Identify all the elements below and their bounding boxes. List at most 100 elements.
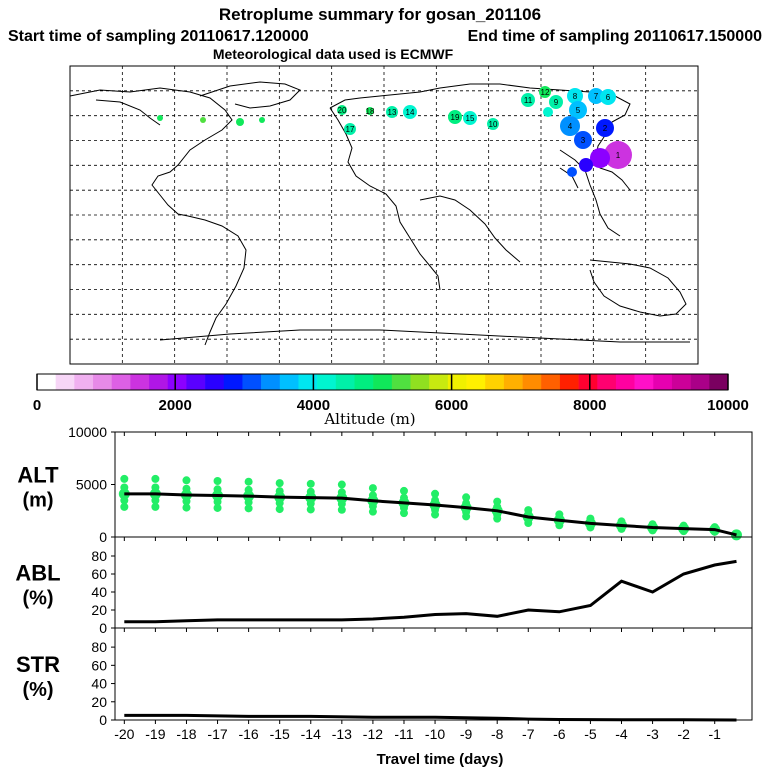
start-time-label: Start time of sampling 20110617.120000 (8, 28, 309, 45)
altitude-cluster-dot (244, 498, 253, 507)
altitude-cluster-dot (399, 486, 408, 495)
altitude-cluster-dot (617, 517, 626, 526)
x-tick-label: -2 (677, 726, 690, 742)
colorbar-swatch (279, 374, 299, 390)
colorbar-swatch (391, 374, 411, 390)
plume-marker-label: 8 (573, 92, 578, 101)
x-tick-label: -11 (394, 726, 413, 742)
x-tick-label: -15 (270, 726, 290, 742)
altitude-cluster-dot (462, 493, 471, 502)
colorbar-tick-label: 4000 (297, 397, 330, 414)
colorbar-tick-label: 0 (33, 397, 41, 414)
plume-marker (344, 123, 356, 135)
y-tick-label: 40 (91, 584, 107, 600)
x-tick-label: -16 (238, 726, 258, 742)
y-axis-label: ALT (17, 463, 59, 488)
colorbar-swatch (223, 374, 243, 390)
colorbar-swatch (634, 374, 654, 390)
altitude-cluster-dot (120, 496, 129, 505)
altitude-cluster-dot (151, 502, 160, 511)
x-tick-label: -4 (615, 726, 628, 742)
colorbar-tick-label: 10000 (707, 397, 749, 414)
y-tick-label: 20 (91, 602, 107, 618)
plume-marker-label: 5 (576, 106, 581, 115)
x-tick-label: -17 (207, 726, 227, 742)
plume-marker (604, 141, 632, 169)
altitude-colorbar: 0 2000 4000 6000 8000 10000 Altitude (m) (33, 373, 749, 428)
plume-marker-label: 6 (606, 93, 611, 102)
world-map: 17 20 18 13 14 19 15 10 11 12 9 8 7 6 543 2 1 (69, 65, 699, 365)
altitude-cluster-dot (275, 499, 284, 508)
altitude-cluster-dot (306, 505, 315, 514)
plume-marker-label: 1 (616, 151, 621, 160)
series-line-abl (124, 559, 737, 624)
colorbar-swatch (615, 374, 635, 390)
plume-marker-label: 7 (594, 92, 599, 101)
y-tick-label: 0 (99, 712, 107, 728)
plume-marker-label: 4 (568, 122, 573, 131)
colorbar-swatch (111, 374, 131, 390)
colorbar-swatch (578, 374, 598, 390)
x-tick-label: -8 (491, 726, 504, 742)
colorbar-swatch (37, 374, 56, 390)
colorbar-swatch (653, 374, 673, 390)
altitude-cluster-dot (399, 493, 408, 502)
y-axis-label: STR (16, 652, 60, 677)
colorbar-swatch (466, 374, 486, 390)
plume-marker-label: 19 (451, 113, 460, 122)
colorbar-swatch (541, 374, 561, 390)
plume-marker (157, 115, 163, 121)
colorbar-swatch (167, 374, 187, 390)
plume-marker-label: 9 (554, 98, 559, 107)
altitude-cluster-dot (337, 505, 346, 514)
altitude-cluster-dot (182, 484, 191, 493)
plume-marker (569, 101, 587, 119)
altitude-cluster-dot (151, 496, 160, 505)
y-tick-label: 5000 (76, 477, 107, 493)
altitude-cluster-dot (306, 487, 315, 496)
altitude-cluster-dot (399, 503, 408, 512)
altitude-cluster-dot (213, 485, 222, 494)
colorbar-swatch (503, 374, 523, 390)
met-data-label: Meteorological data used is ECMWF (213, 46, 454, 62)
plume-marker (543, 107, 553, 117)
y-axis-label: ABL (15, 561, 60, 586)
plume-marker-label: 18 (366, 107, 375, 116)
altitude-cluster-dot (337, 488, 346, 497)
timeseries-panels: 0500010000ALT(m)020406080ABL(%)020406080… (15, 424, 753, 768)
colorbar-ticks: 0 2000 4000 6000 8000 10000 (33, 374, 749, 414)
plume-marker (567, 167, 577, 177)
plume-marker (574, 131, 592, 149)
plume-marker-label: 13 (388, 108, 397, 117)
plume-marker (366, 107, 374, 115)
colorbar-swatch (410, 374, 430, 390)
y-tick-label: 60 (91, 657, 107, 673)
altitude-cluster-dot (368, 484, 377, 493)
panel-frame (114, 627, 753, 721)
y-axis-unit: (%) (22, 679, 53, 701)
x-tick-label: -6 (553, 726, 566, 742)
altitude-cluster-dot (306, 499, 315, 508)
plume-marker-label: 14 (406, 108, 415, 117)
altitude-cluster-dot (275, 479, 284, 488)
x-tick-label: -18 (176, 726, 196, 742)
y-tick-label: 0 (99, 620, 107, 636)
colorbar-tick-label: 6000 (435, 397, 468, 414)
plume-marker (539, 86, 551, 98)
altitude-cluster-dot (431, 489, 440, 498)
x-tick-label: -9 (460, 726, 473, 742)
colorbar-swatch (709, 374, 729, 390)
panel-alt: 0 5000 10000 ALT(m) (17, 424, 753, 545)
series-line-str (124, 713, 737, 722)
plume-marker (200, 117, 206, 123)
altitude-cluster-dot (213, 503, 222, 512)
altitude-cluster-dot (120, 483, 129, 492)
altitude-cluster-dot (337, 480, 346, 489)
altitude-cluster-dot (182, 497, 191, 506)
plume-marker (579, 158, 593, 172)
colorbar-swatch (261, 374, 281, 390)
colorbar-tick-label: 2000 (159, 397, 192, 414)
altitude-cluster-dot (213, 477, 222, 486)
altitude-cluster-dot (182, 476, 191, 485)
